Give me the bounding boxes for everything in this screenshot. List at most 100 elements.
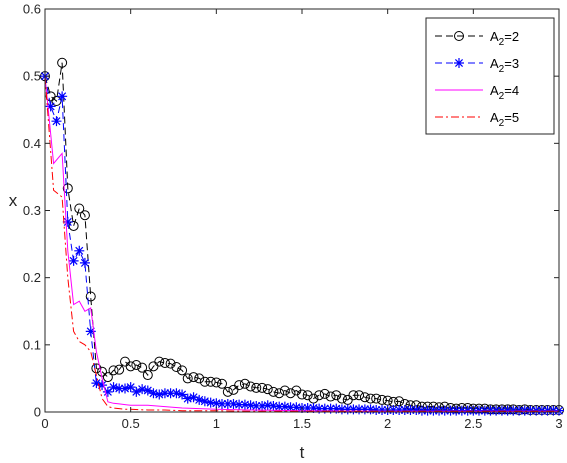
data-point: [234, 399, 245, 410]
data-point: [148, 388, 159, 399]
data-point: [279, 385, 290, 396]
data-point: [331, 403, 342, 414]
data-point: [102, 386, 113, 397]
data-point: [434, 405, 445, 416]
data-point: [199, 396, 210, 407]
data-point: [154, 356, 165, 367]
x-tick-label: 1: [213, 416, 220, 431]
legend-label-base: A: [490, 110, 499, 125]
legend-label-subscript: 2: [499, 118, 505, 129]
data-point: [302, 390, 313, 401]
data-point: [177, 365, 188, 376]
data-point: [388, 404, 399, 415]
data-point: [165, 388, 176, 399]
data-point: [125, 382, 136, 393]
data-point: [188, 372, 199, 383]
data-point: [177, 389, 188, 400]
legend-label: A2=2: [490, 29, 519, 48]
series-line: [44, 76, 559, 412]
data-point: [371, 404, 382, 415]
data-point: [279, 401, 290, 412]
x-tick-label: 0.5: [122, 416, 140, 431]
data-point: [496, 405, 507, 416]
data-point: [262, 400, 273, 411]
data-point: [416, 405, 427, 416]
data-point: [542, 405, 553, 416]
legend-label-base: A: [490, 83, 499, 98]
data-point: [171, 388, 182, 399]
data-point: [399, 404, 410, 415]
data-point: [325, 403, 336, 414]
data-point: [342, 404, 353, 415]
data-point: [222, 398, 233, 409]
data-point: [331, 390, 342, 401]
data-point: [502, 405, 513, 416]
data-point: [405, 404, 416, 415]
y-tick-label: 0.1: [23, 337, 41, 352]
data-point: [411, 404, 422, 415]
data-point: [525, 405, 536, 416]
data-point: [114, 383, 125, 394]
data-point: [354, 390, 365, 401]
data-point: [131, 359, 142, 370]
data-point: [365, 393, 376, 404]
data-point: [548, 405, 559, 416]
data-point: [216, 378, 227, 389]
series-line: [44, 76, 559, 412]
legend-label: A2=5: [490, 110, 519, 129]
data-point: [462, 405, 473, 416]
data-point: [377, 394, 388, 405]
legend-box: [425, 17, 555, 135]
data-point: [519, 405, 530, 416]
legend-label-value: =4: [504, 83, 519, 98]
data-point: [377, 404, 388, 415]
data-point: [108, 382, 119, 393]
data-point: [85, 326, 96, 337]
data-point: [85, 291, 96, 302]
legend-label-base: A: [490, 29, 499, 44]
data-point: [336, 404, 347, 415]
data-point: [514, 405, 525, 416]
data-point: [142, 385, 153, 396]
data-point: [491, 405, 502, 416]
axis-ticks: 0 0.5 1 1.5 2 2.5 3 0 0.1 0.2 0.3 0.4 0.5 0.6: [23, 2, 563, 432]
x-tick-label: 1.5: [293, 416, 311, 431]
data-point: [359, 392, 370, 403]
data-point: [302, 402, 313, 413]
data-point: [354, 404, 365, 415]
data-point: [268, 400, 279, 411]
data-point: [216, 398, 227, 409]
data-point: [120, 383, 131, 394]
legend-label: A2=4: [490, 83, 519, 102]
data-point: [314, 390, 325, 401]
data-point: [257, 382, 268, 393]
data-point: [74, 203, 85, 214]
data-point: [159, 357, 170, 368]
data-point: [102, 372, 113, 383]
legend-label-value: =2: [504, 29, 519, 44]
x-tick-label: 2.5: [464, 416, 482, 431]
data-point: [74, 245, 85, 256]
data-point: [125, 361, 136, 372]
legend-label-subscript: 2: [499, 37, 505, 48]
data-point: [445, 405, 456, 416]
data-point: [165, 358, 176, 369]
data-point: [234, 380, 245, 391]
data-point: [285, 402, 296, 413]
data-point: [454, 58, 464, 68]
data-point: [97, 380, 108, 391]
data-point: [182, 393, 193, 404]
y-tick-label: 0.2: [23, 270, 41, 285]
data-point: [422, 405, 433, 416]
data-point: [473, 405, 484, 416]
data-point: [142, 370, 153, 381]
legend: A2=2A2=3A2=4A2=5: [425, 17, 555, 135]
data-point: [91, 378, 102, 389]
data-point: [428, 405, 439, 416]
data-point: [51, 116, 62, 127]
data-point: [336, 393, 347, 404]
data-point: [508, 405, 519, 416]
series-group: [44, 76, 559, 412]
data-point: [285, 388, 296, 399]
